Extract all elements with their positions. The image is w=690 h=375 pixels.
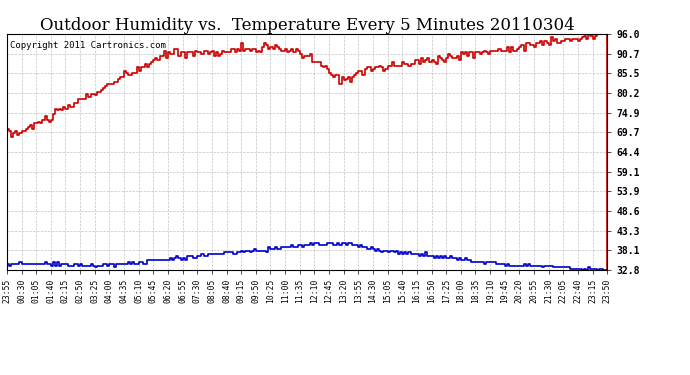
Title: Outdoor Humidity vs.  Temperature Every 5 Minutes 20110304: Outdoor Humidity vs. Temperature Every 5… — [40, 16, 574, 34]
Text: Copyright 2011 Cartronics.com: Copyright 2011 Cartronics.com — [10, 41, 166, 50]
